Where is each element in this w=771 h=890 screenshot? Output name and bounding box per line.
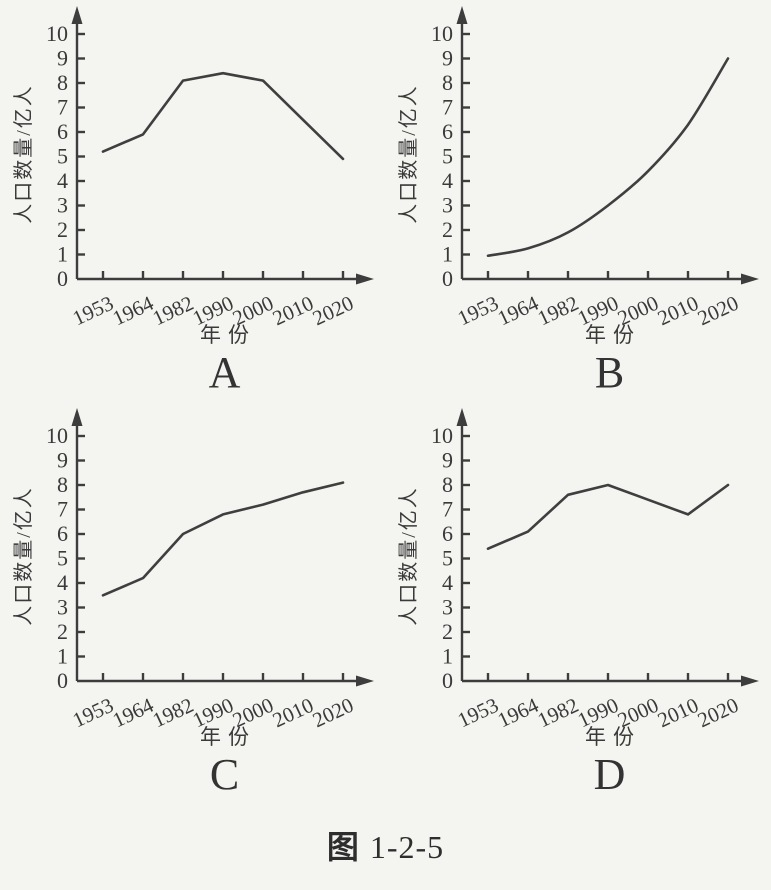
svg-text:年份: 年份 — [200, 323, 256, 347]
svg-text:5: 5 — [57, 144, 68, 169]
svg-text:3: 3 — [57, 595, 68, 620]
svg-text:4: 4 — [442, 168, 453, 193]
svg-text:人口数量/亿人: 人口数量/亿人 — [12, 84, 35, 224]
svg-text:5: 5 — [442, 546, 453, 571]
figure-caption: 图 1-2-5 — [0, 822, 771, 868]
svg-text:10: 10 — [431, 21, 453, 46]
svg-text:7: 7 — [442, 95, 453, 120]
panel-letter-d: D — [593, 750, 626, 799]
line-chart-a: 0123456789101953196419821990200020102020… — [12, 6, 374, 347]
svg-text:7: 7 — [57, 95, 68, 120]
svg-text:5: 5 — [442, 144, 453, 169]
svg-text:4: 4 — [57, 570, 68, 595]
svg-text:0: 0 — [57, 266, 68, 291]
figure-caption-number: 1-2-5 — [369, 829, 445, 865]
svg-text:0: 0 — [442, 668, 453, 693]
svg-text:8: 8 — [57, 472, 68, 497]
svg-text:4: 4 — [57, 168, 68, 193]
figure-caption-label: 图 — [326, 829, 360, 865]
svg-text:8: 8 — [57, 70, 68, 95]
panel-letter-c: C — [209, 750, 240, 799]
svg-text:8: 8 — [442, 472, 453, 497]
line-chart-c: 0123456789101953196419821990200020102020… — [12, 408, 374, 749]
svg-text:10: 10 — [46, 21, 68, 46]
chart-panel-c: 0 1 2 3 4 5 6 7 8 9 10 1953 1964 1982 1990 2000 2010 2020… — [0, 404, 385, 806]
svg-text:人口数量/亿人: 人口数量/亿人 — [12, 486, 35, 626]
svg-text:7: 7 — [57, 497, 68, 522]
chart-panel-b: 0 1 2 3 4 5 6 7 8 9 10 1953 1964 1982 1990 2000 2010 2020… — [385, 2, 771, 404]
svg-text:7: 7 — [442, 497, 453, 522]
svg-text:2: 2 — [57, 217, 68, 242]
panel-letter-b: B — [594, 348, 625, 397]
svg-text:2020: 2020 — [694, 291, 742, 331]
svg-text:6: 6 — [442, 521, 453, 546]
svg-text:1: 1 — [57, 242, 68, 267]
chart-grid: 0 1 2 3 4 5 6 7 8 9 10 1953 1964 1982 1990 2000 2010 2020… — [0, 2, 771, 806]
chart-panel-a: 0 1 2 3 4 5 6 7 8 9 10 1953 1964 1982 1990 2000 2010 2020… — [0, 2, 385, 404]
svg-text:年份: 年份 — [585, 725, 641, 749]
svg-text:9: 9 — [442, 46, 453, 71]
svg-text:人口数量/亿人: 人口数量/亿人 — [397, 84, 420, 224]
chart-panel-d: 0 1 2 3 4 5 6 7 8 9 10 1953 1964 1982 1990 2000 2010 2020… — [385, 404, 771, 806]
svg-text:9: 9 — [57, 46, 68, 71]
line-chart-d: 0123456789101953196419821990200020102020… — [397, 408, 759, 749]
svg-text:年份: 年份 — [200, 725, 256, 749]
svg-text:6: 6 — [57, 119, 68, 144]
svg-text:4: 4 — [442, 570, 453, 595]
svg-text:2020: 2020 — [309, 291, 357, 331]
svg-text:3: 3 — [442, 193, 453, 218]
svg-text:10: 10 — [431, 423, 453, 448]
panel-letter-a: A — [208, 348, 241, 397]
svg-text:1: 1 — [57, 644, 68, 669]
svg-text:年份: 年份 — [585, 323, 641, 347]
svg-text:9: 9 — [57, 448, 68, 473]
svg-text:2: 2 — [57, 619, 68, 644]
line-chart-b: 0123456789101953196419821990200020102020… — [397, 6, 759, 347]
svg-text:1: 1 — [442, 242, 453, 267]
svg-text:6: 6 — [442, 119, 453, 144]
svg-text:2020: 2020 — [309, 693, 357, 733]
svg-text:2: 2 — [442, 217, 453, 242]
svg-text:5: 5 — [57, 546, 68, 571]
svg-text:人口数量/亿人: 人口数量/亿人 — [397, 486, 420, 626]
svg-text:3: 3 — [442, 595, 453, 620]
svg-text:0: 0 — [442, 266, 453, 291]
svg-text:3: 3 — [57, 193, 68, 218]
svg-text:10: 10 — [46, 423, 68, 448]
svg-text:6: 6 — [57, 521, 68, 546]
svg-text:9: 9 — [442, 448, 453, 473]
svg-text:8: 8 — [442, 70, 453, 95]
svg-text:2: 2 — [442, 619, 453, 644]
svg-text:2020: 2020 — [694, 693, 742, 733]
svg-text:0: 0 — [57, 668, 68, 693]
svg-text:1: 1 — [442, 644, 453, 669]
